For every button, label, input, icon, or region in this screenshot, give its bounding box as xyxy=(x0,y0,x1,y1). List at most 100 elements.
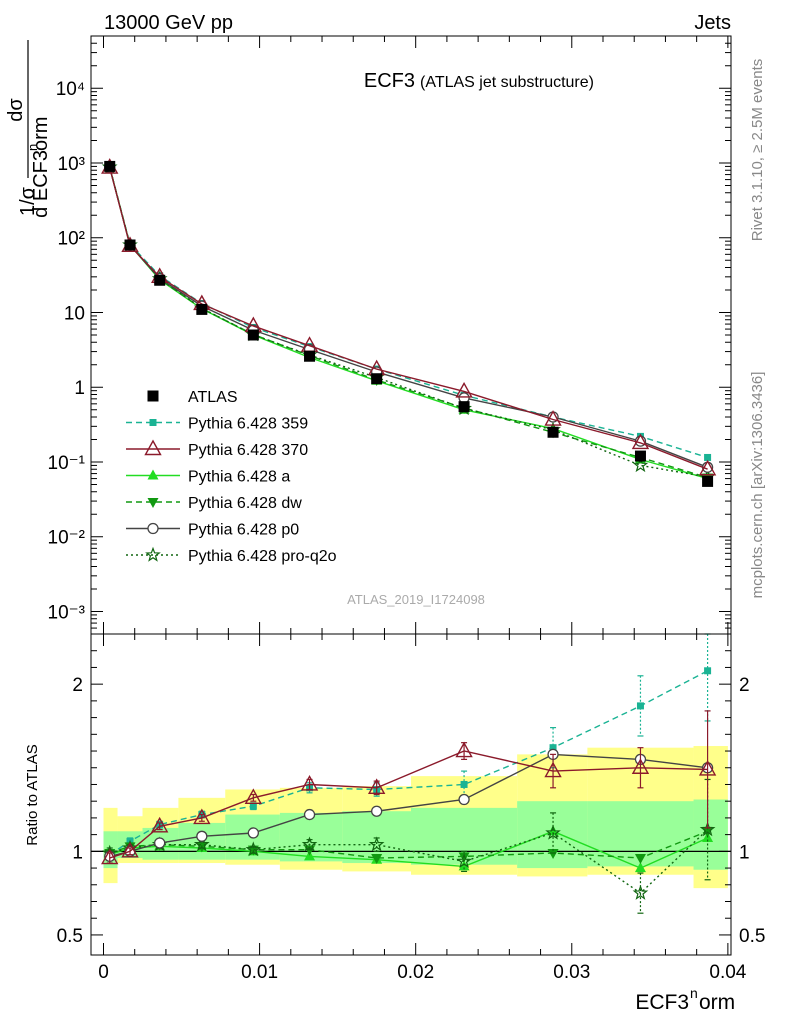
legend-label-pdw: Pythia 6.428 dw xyxy=(188,495,302,512)
ratio-point-pa xyxy=(458,860,470,871)
main-ylabel: 1/σ dσ d ECF3 n orm xyxy=(5,40,52,218)
ylabel-superscript: n xyxy=(25,144,40,151)
ratio-point-pdw xyxy=(547,849,559,860)
xlabel-main: ECF3 xyxy=(635,991,689,1014)
ratio-point-pq2o xyxy=(193,836,210,852)
ratio-point-pdw xyxy=(458,852,470,863)
plot-title: ECF3 xyxy=(364,70,415,92)
ratio-point-pdw xyxy=(634,854,646,865)
ratio-point-p370 xyxy=(544,761,562,778)
main-point-p359 xyxy=(704,453,712,461)
main-ytick-label: 10 xyxy=(64,303,85,324)
ratio-point-pq2o xyxy=(456,853,472,869)
xlabel-suffix: orm xyxy=(699,991,735,1014)
main-ytick-label: 10² xyxy=(58,229,85,250)
xlabel-superscript: n xyxy=(690,985,698,1001)
ratio-point-pq2o xyxy=(545,824,561,840)
ratio-point-pa xyxy=(634,862,646,873)
legend-marker-pq2o xyxy=(145,546,161,562)
ratio-point-pp0 xyxy=(458,793,470,806)
x-axis-label: ECF3 n orm xyxy=(635,985,735,1014)
plot-subtitle: (ATLAS jet substructure) xyxy=(420,74,594,91)
legend-label-pp0: Pythia 6.428 p0 xyxy=(188,522,299,539)
ratio-point-p370 xyxy=(698,759,717,776)
main-point-data xyxy=(304,350,316,362)
analysis-watermark: ATLAS_2019_I1724098 xyxy=(347,592,485,607)
main-ytick-label: 10⁻³ xyxy=(48,602,86,623)
ratio-point-p359 xyxy=(704,667,712,675)
main-point-data xyxy=(547,426,559,438)
ratio-point-p370 xyxy=(121,841,139,858)
ratio-point-pq2o xyxy=(368,836,385,852)
main-point-p370 xyxy=(455,381,473,398)
main-panel: 10⁻³ 10⁻² 10⁻¹ 1 10 10² 10³ 10⁴ ECF3 (ATLAS jet… xyxy=(5,35,732,635)
legend-label-pq2o: Pythia 6.428 pro-q2o xyxy=(188,548,337,565)
ratio-axis-ticks: 0.5 0.5 1 1 2 2 0 0.01 0.02 0.03 0.04 xyxy=(57,634,765,983)
mcplots-label: mcplots.cern.ch [arXiv:1306.3436] xyxy=(749,372,766,599)
legend-label-data: ATLAS xyxy=(188,389,238,406)
ratio-point-p359 xyxy=(549,744,557,752)
main-point-data xyxy=(247,329,259,341)
ratio-point-p359 xyxy=(636,702,644,710)
legend-marker-pp0 xyxy=(147,522,159,535)
ratio-point-pq2o xyxy=(632,884,649,900)
ratio-point-pq2o xyxy=(699,821,716,837)
ratio-point-p370 xyxy=(300,775,319,791)
header-process: Jets xyxy=(694,12,731,34)
legend-marker-p359 xyxy=(149,419,157,426)
legend-marker-data xyxy=(147,390,159,402)
legend-marker-pdw xyxy=(147,498,159,508)
ratio-panel: 0.5 0.5 1 1 2 2 0 0.01 0.02 0.03 0.04 Ratio to ATL… xyxy=(24,633,765,1014)
ratio-point-pp0 xyxy=(196,830,208,842)
ratio-point-pdw xyxy=(371,854,383,865)
ratio-point-p370 xyxy=(244,788,263,805)
x-tick-label: 0.03 xyxy=(553,962,590,983)
main-point-p370 xyxy=(544,410,562,426)
ratio-ytick-label-right: 2 xyxy=(739,675,750,696)
x-tick-label: 0 xyxy=(98,962,109,983)
ratio-line-p370 xyxy=(109,750,708,859)
x-tick-label: 0.01 xyxy=(241,962,278,983)
ratio-ytick-label-right: 1 xyxy=(739,842,750,863)
rivet-label: Rivet 3.1.10, ≥ 2.5M events xyxy=(749,59,766,242)
main-point-data xyxy=(634,450,646,462)
ratio-point-p359 xyxy=(249,802,257,810)
ratio-ytick-label-left: 1 xyxy=(72,842,83,863)
x-tick-label: 0.04 xyxy=(709,962,746,983)
ratio-point-p370 xyxy=(150,816,169,833)
main-axis-ticks: 10⁻³ 10⁻² 10⁻¹ 1 10 10² 10³ 10⁴ xyxy=(48,36,731,634)
ratio-point-pp0 xyxy=(371,805,383,817)
main-point-data xyxy=(196,303,208,315)
ratio-ytick-label-left: 2 xyxy=(72,675,83,696)
header-energy: 13000 GeV pp xyxy=(104,12,233,34)
main-frame xyxy=(90,35,732,635)
ratio-point-pq2o xyxy=(301,836,318,852)
ratio-point-p370 xyxy=(455,741,473,758)
main-point-data xyxy=(371,373,383,385)
main-ytick-label: 10³ xyxy=(58,154,85,175)
ratio-point-pp0 xyxy=(247,827,259,839)
main-ytick-label: 10⁴ xyxy=(56,79,85,100)
ratio-ytick-label-right: 0.5 xyxy=(739,926,765,947)
ylabel-prefix: 1/σ xyxy=(17,186,39,216)
main-point-pq2o xyxy=(632,457,649,473)
main-point-data xyxy=(124,239,136,251)
ylabel-den-suffix: orm xyxy=(30,117,52,151)
main-point-data xyxy=(458,401,470,413)
ratio-point-pq2o xyxy=(245,841,262,857)
legend-label-p359: Pythia 6.428 359 xyxy=(188,416,308,433)
legend-marker-p370 xyxy=(144,439,162,456)
main-point-data xyxy=(702,475,714,487)
x-tick-label: 0.02 xyxy=(397,962,434,983)
legend-marker-pa xyxy=(147,469,159,480)
ratio-ytick-label-left: 0.5 xyxy=(57,926,83,947)
legend-label-p370: Pythia 6.428 370 xyxy=(188,442,308,459)
main-ytick-label: 10⁻¹ xyxy=(48,453,86,474)
legend-label-pa: Pythia 6.428 a xyxy=(188,469,290,486)
main-marks xyxy=(101,158,717,487)
ratio-point-p370 xyxy=(367,778,386,795)
ratio-marks xyxy=(101,633,717,914)
ratio-point-p359 xyxy=(460,780,468,788)
ratio-point-pp0 xyxy=(154,837,166,849)
